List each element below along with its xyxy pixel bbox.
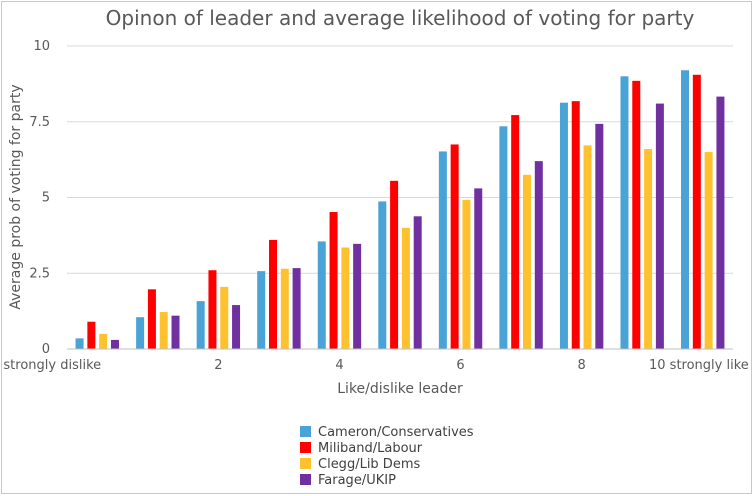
bar [474,188,483,349]
bar [595,123,604,350]
bar [269,239,278,349]
bar [583,145,592,349]
bar [450,144,459,349]
bar [232,305,241,349]
bar [401,227,410,349]
bar [438,151,447,349]
bar [136,317,145,349]
bar [171,315,180,349]
x-tick-label: 0 strongly dislike [0,358,101,373]
legend-swatch [300,474,311,485]
bar [292,268,301,349]
legend-label: Farage/UKIP [318,473,396,488]
bar [571,101,580,350]
bar [692,74,701,349]
chart-title: Opinon of leader and average likelihood … [106,6,695,30]
bar [110,339,119,349]
y-tick-label: 10 [33,39,50,54]
x-tick-label: 8 [577,358,585,373]
legend-label: Miliband/Labour [318,441,423,456]
bar [632,80,641,349]
bar [280,268,289,349]
bar [87,321,96,349]
y-tick-label: 2.5 [29,266,50,281]
y-axis-title: Average prob of voting for party [8,84,24,309]
legend-swatch [300,458,311,469]
bar [257,271,266,349]
bar [522,174,531,349]
bar [329,212,338,349]
y-axis-ticks: 0 2.5 5 7.5 10 [29,39,50,357]
bar [462,199,471,349]
bar [99,333,108,349]
bar [317,241,326,349]
bar [75,338,84,349]
x-axis-title: Like/dislike leader [337,381,463,397]
bar [147,289,156,349]
bar [644,149,653,349]
legend-swatch [300,442,311,453]
x-tick-label: 6 [456,358,464,373]
bar [681,70,690,350]
legend-label: Cameron/Conservatives [318,425,474,440]
x-tick-label: 4 [335,358,343,373]
bar [655,103,664,349]
bar [559,102,568,349]
bar [413,216,422,349]
bars [75,70,725,350]
y-tick-label: 5 [42,191,50,206]
bar [511,115,520,349]
bar [390,180,399,349]
bar [196,301,205,349]
bar [159,312,168,349]
bar [716,96,725,349]
bar [220,286,229,349]
bar [534,161,543,349]
bar [341,247,350,349]
bar [704,152,713,349]
x-tick-label: 2 [214,358,222,373]
y-tick-label: 0 [42,342,50,357]
legend-label: Clegg/Lib Dems [318,457,420,472]
x-tick-label: 10 strongly like [649,358,749,373]
x-axis-ticks: 0 strongly dislike 2 4 6 8 10 strongly like [0,358,749,373]
bar [208,270,217,349]
bar [620,76,629,350]
bar [353,243,362,349]
bar [378,201,387,349]
legend-swatch [300,426,311,437]
legend: Cameron/ConservativesMiliband/LabourCleg… [300,425,474,488]
bar [499,126,508,349]
y-tick-label: 7.5 [29,115,50,130]
